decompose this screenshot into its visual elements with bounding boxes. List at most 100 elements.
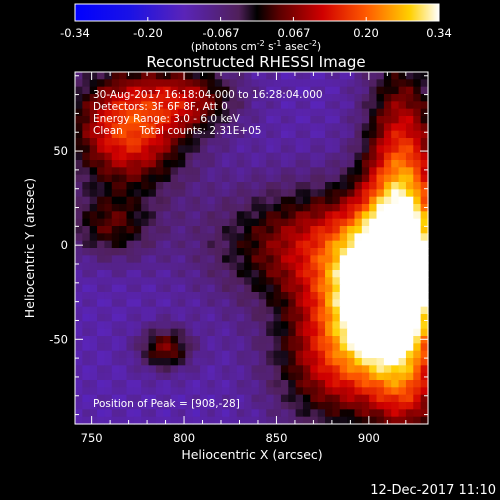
heatmap-cell (354, 79, 363, 88)
heatmap-cell (141, 130, 150, 139)
heatmap-cell (185, 189, 194, 198)
heatmap-cell (111, 108, 120, 117)
heatmap-cell (376, 167, 385, 176)
heatmap-cell (273, 248, 282, 256)
heatmap-cell (354, 328, 363, 337)
heatmap-cell (82, 380, 91, 388)
heatmap-cell (148, 174, 157, 183)
heatmap-cell (111, 174, 120, 183)
heatmap-cell (383, 130, 392, 139)
heatmap-cell (155, 160, 164, 168)
heatmap-cell (302, 101, 311, 110)
heatmap-cell (325, 130, 333, 139)
heatmap-cell (244, 350, 253, 359)
heatmap-cell (332, 226, 341, 234)
heatmap-cell (207, 336, 216, 344)
heatmap-cell (133, 306, 142, 315)
heatmap-cell (398, 394, 407, 403)
heatmap-cell (369, 226, 378, 234)
heatmap-cell (170, 218, 179, 227)
heatmap-cell (185, 233, 194, 242)
heatmap-cell (89, 394, 98, 403)
heatmap-cell (236, 152, 245, 161)
heatmap-cell (192, 116, 201, 124)
x-tick-label: 800 (173, 431, 195, 445)
heatmap-cell (75, 387, 83, 396)
heatmap-cell (222, 240, 231, 249)
heatmap-cell (89, 94, 98, 102)
heatmap-cell (163, 211, 172, 220)
heatmap-cell (317, 255, 326, 264)
heatmap-cell (185, 314, 194, 322)
heatmap-cell (148, 292, 157, 300)
heatmap-cell (383, 350, 392, 359)
heatmap-cell (126, 72, 135, 80)
heatmap-cell (155, 299, 164, 308)
heatmap-cell (266, 233, 275, 242)
heatmap-cell (339, 240, 348, 249)
heatmap-cell (273, 299, 282, 308)
heatmap-cell (177, 372, 186, 381)
heatmap-cell (104, 204, 113, 212)
heatmap-cell (200, 94, 208, 102)
heatmap-cell (141, 240, 150, 249)
heatmap-cell (177, 211, 186, 220)
heatmap-cell (111, 387, 120, 396)
heatmap-cell (398, 160, 407, 168)
heatmap-cell (229, 372, 238, 381)
heatmap-cell (133, 292, 142, 300)
heatmap-cell (222, 262, 231, 271)
heatmap-cell (420, 108, 429, 117)
heatmap-cell (310, 218, 319, 227)
heatmap-cell (104, 94, 113, 102)
heatmap-cell (141, 314, 150, 322)
heatmap-cell (354, 416, 363, 425)
heatmap-cell (295, 182, 304, 190)
heatmap-cell (133, 350, 142, 359)
heatmap-cell (75, 284, 83, 293)
heatmap-cell (266, 416, 275, 425)
heatmap-cell (288, 167, 297, 176)
heatmap-cell (398, 306, 407, 315)
heatmap-cell (420, 387, 429, 396)
heatmap-cell (310, 321, 319, 330)
heatmap-cell (413, 416, 422, 425)
heatmap-cell (75, 402, 83, 410)
heatmap-cell (214, 336, 223, 344)
heatmap-cell (163, 372, 172, 381)
heatmap-cell (325, 189, 333, 198)
heatmap-cell (236, 211, 245, 220)
heatmap-cell (310, 167, 319, 176)
heatmap-cell (288, 108, 297, 117)
heatmap-cell (229, 387, 238, 396)
heatmap-cell (229, 365, 238, 374)
heatmap-cell (325, 116, 333, 124)
heatmap-cell (317, 343, 326, 352)
heatmap-cell (405, 394, 414, 403)
heatmap-cell (295, 365, 304, 374)
heatmap-cell (391, 138, 400, 146)
heatmap-cell (339, 101, 348, 110)
heatmap-cell (369, 372, 378, 381)
heatmap-cell (376, 336, 385, 344)
heatmap-cell (244, 365, 253, 374)
heatmap-cell (119, 255, 128, 264)
heatmap-cell (214, 284, 223, 293)
heatmap-cell (339, 328, 348, 337)
heatmap-cell (383, 204, 392, 212)
heatmap-cell (302, 145, 311, 154)
x-tick-label: 750 (81, 431, 103, 445)
heatmap-cell (258, 218, 267, 227)
heatmap-cell (244, 328, 253, 337)
heatmap-cell (126, 108, 135, 117)
heatmap-cell (347, 152, 356, 161)
heatmap-cell (170, 130, 179, 139)
heatmap-cell (126, 138, 135, 146)
heatmap-cell (185, 79, 194, 88)
heatmap-cell (251, 306, 260, 315)
heatmap-cell (420, 211, 429, 220)
heatmap-cell (177, 196, 186, 205)
heatmap-cell (207, 350, 216, 359)
heatmap-cell (317, 72, 326, 80)
heatmap-cell (266, 321, 275, 330)
